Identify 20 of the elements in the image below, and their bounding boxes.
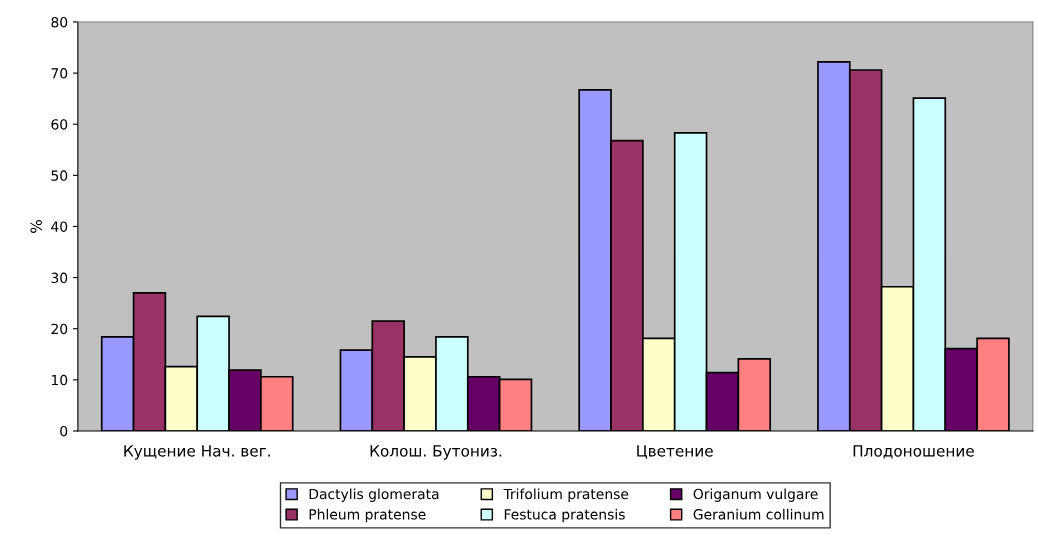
y-tick-label: 50 xyxy=(51,170,68,181)
legend-label: Festuca pratensis xyxy=(504,508,625,523)
y-tick-label: 10 xyxy=(51,374,68,386)
legend-label: Dactylis glomerata xyxy=(309,488,439,502)
y-tick-label: 30 xyxy=(51,272,68,284)
y-axis-title: % xyxy=(30,220,42,233)
y-tick-label: 40 xyxy=(51,221,68,232)
y-tick-label: 80 xyxy=(51,16,68,28)
legend-label: Origanum vulgare xyxy=(693,488,818,502)
y-tick-label: 0 xyxy=(60,425,68,437)
x-tick-label: Колош. Бутониз. xyxy=(370,445,502,460)
x-tick-label: Плодоношение xyxy=(853,445,974,459)
legend-label: Geranium collinum xyxy=(693,508,824,520)
y-tick-label: 70 xyxy=(51,68,68,79)
x-tick-label: Кущение Нач. вег. xyxy=(124,445,270,460)
y-tick-label: 60 xyxy=(51,119,68,130)
legend-label: Trifolium pratense xyxy=(503,488,629,502)
legend-label: Phleum pratense xyxy=(309,508,426,523)
y-tick-label: 20 xyxy=(51,323,68,335)
x-tick-label: Цветение xyxy=(637,445,713,459)
